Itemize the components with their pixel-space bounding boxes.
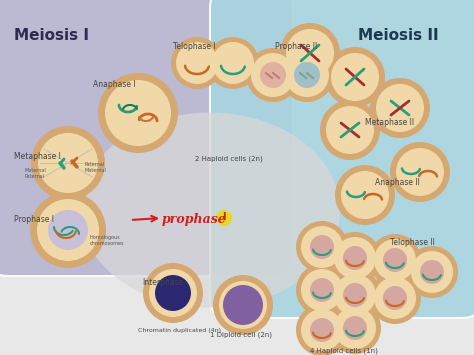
Circle shape — [37, 199, 99, 261]
Circle shape — [369, 234, 421, 286]
Circle shape — [343, 316, 367, 340]
Circle shape — [38, 133, 98, 193]
Circle shape — [260, 62, 286, 88]
Text: Prophase I: Prophase I — [14, 215, 54, 224]
Circle shape — [251, 53, 295, 97]
Circle shape — [213, 275, 273, 335]
Circle shape — [334, 237, 376, 279]
Circle shape — [171, 37, 223, 89]
Circle shape — [296, 304, 348, 355]
Text: Meiosis II: Meiosis II — [358, 28, 438, 43]
Circle shape — [296, 264, 348, 316]
Circle shape — [334, 274, 376, 316]
Circle shape — [406, 246, 458, 298]
Text: 4 Haploid cells (1n): 4 Haploid cells (1n) — [310, 348, 378, 355]
Circle shape — [49, 144, 87, 182]
FancyBboxPatch shape — [0, 0, 293, 276]
Circle shape — [30, 192, 106, 268]
Circle shape — [155, 275, 191, 311]
Circle shape — [301, 226, 343, 268]
Circle shape — [341, 171, 389, 219]
Text: 1 Diploid cell (2n): 1 Diploid cell (2n) — [210, 332, 272, 339]
Circle shape — [383, 248, 407, 272]
Circle shape — [343, 246, 367, 270]
Circle shape — [301, 309, 343, 351]
Text: Paternal
Maternal: Paternal Maternal — [85, 162, 107, 173]
Text: 2 Haploid cells (2n): 2 Haploid cells (2n) — [195, 155, 263, 162]
Circle shape — [411, 251, 453, 293]
Text: Homologous
chromosomes: Homologous chromosomes — [90, 235, 125, 246]
Circle shape — [329, 302, 381, 354]
Circle shape — [286, 29, 334, 77]
Circle shape — [334, 307, 376, 349]
Text: Telophase II: Telophase II — [390, 238, 435, 247]
Circle shape — [105, 80, 171, 146]
Circle shape — [216, 210, 232, 226]
Circle shape — [48, 210, 88, 250]
Circle shape — [285, 53, 329, 97]
Circle shape — [331, 53, 379, 101]
Circle shape — [149, 269, 197, 317]
Circle shape — [320, 100, 380, 160]
Text: Telophase I: Telophase I — [173, 42, 216, 51]
Circle shape — [325, 47, 385, 107]
Circle shape — [370, 78, 430, 138]
Text: I: I — [222, 212, 226, 222]
Circle shape — [294, 62, 320, 88]
Text: Metaphase II: Metaphase II — [365, 118, 414, 127]
Text: Interphase: Interphase — [142, 278, 183, 287]
Circle shape — [374, 277, 416, 319]
Circle shape — [280, 48, 334, 102]
Text: Prophase II: Prophase II — [275, 42, 317, 51]
Circle shape — [383, 286, 407, 310]
Text: prophase: prophase — [162, 213, 227, 226]
Circle shape — [246, 48, 300, 102]
Circle shape — [212, 42, 254, 84]
Circle shape — [376, 84, 424, 132]
Circle shape — [31, 126, 105, 200]
Circle shape — [335, 165, 395, 225]
Text: Metaphase I: Metaphase I — [14, 152, 61, 161]
Circle shape — [310, 235, 334, 259]
Circle shape — [343, 283, 367, 307]
Circle shape — [329, 232, 381, 284]
Circle shape — [143, 263, 203, 323]
Circle shape — [176, 42, 218, 84]
Circle shape — [207, 37, 259, 89]
Circle shape — [219, 281, 267, 329]
Circle shape — [420, 260, 444, 284]
Circle shape — [374, 239, 416, 281]
Circle shape — [98, 73, 178, 153]
Ellipse shape — [80, 113, 340, 307]
Circle shape — [390, 142, 450, 202]
Text: Anaphase II: Anaphase II — [375, 178, 420, 187]
FancyBboxPatch shape — [210, 0, 474, 318]
Circle shape — [310, 278, 334, 302]
Circle shape — [223, 285, 263, 325]
Circle shape — [369, 272, 421, 324]
Circle shape — [280, 23, 340, 83]
Circle shape — [301, 269, 343, 311]
Text: Anaphase I: Anaphase I — [93, 80, 136, 89]
Text: Meiosis I: Meiosis I — [14, 28, 89, 43]
Circle shape — [396, 148, 444, 196]
Circle shape — [310, 318, 334, 342]
Circle shape — [296, 221, 348, 273]
Text: Chromatin duplicated (4n): Chromatin duplicated (4n) — [138, 328, 221, 333]
Circle shape — [326, 106, 374, 154]
Circle shape — [329, 269, 381, 321]
Text: Maternal
Paternal: Maternal Paternal — [25, 168, 47, 179]
